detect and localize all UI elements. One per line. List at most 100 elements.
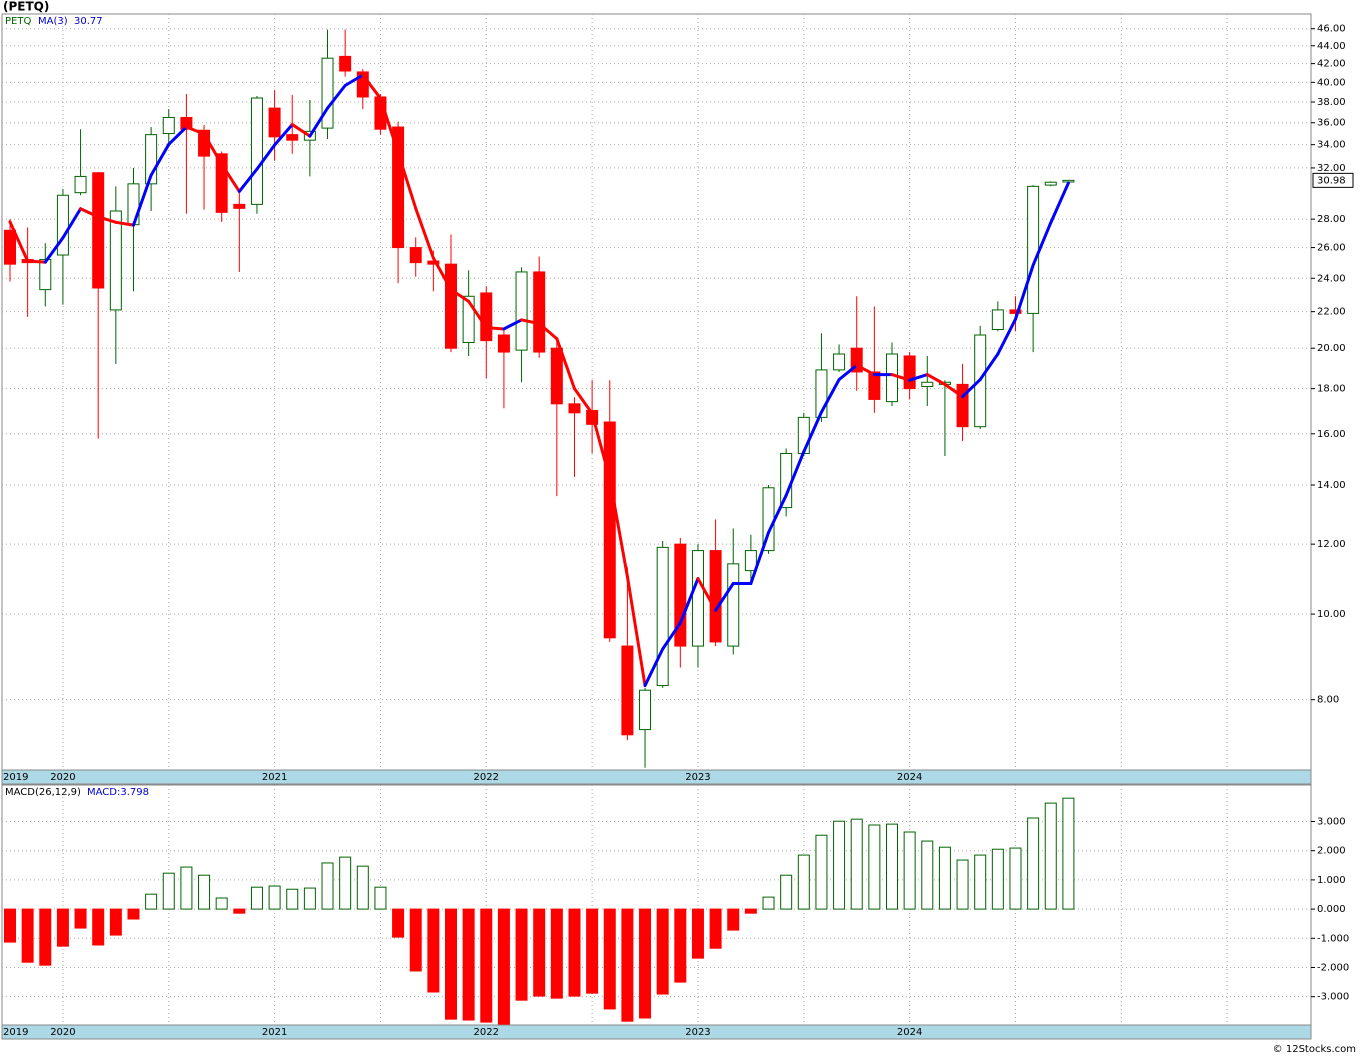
y-tick-label: 1.000	[1317, 875, 1346, 886]
ma-segment	[131, 173, 153, 227]
candle-body	[921, 381, 934, 387]
candle-body	[780, 452, 793, 509]
y-tick-label: 20.00	[1317, 343, 1346, 354]
macd-bar	[109, 908, 122, 936]
ma-segment	[167, 125, 188, 146]
candle-body	[621, 645, 634, 736]
y-tick-label: 14.00	[1317, 480, 1346, 491]
macd-bar	[198, 874, 211, 910]
ma-segment	[96, 215, 118, 224]
macd-bar	[497, 908, 510, 1025]
macd-bar	[921, 840, 934, 910]
macd-bar	[762, 896, 775, 910]
macd-bar	[162, 872, 175, 910]
y-tick-label: 8.00	[1317, 695, 1339, 706]
last-value-box	[1312, 172, 1354, 188]
ma-segment	[714, 582, 735, 612]
macd-bar	[445, 908, 457, 1020]
y-tick-label: 34.00	[1317, 140, 1346, 151]
candle-body	[691, 550, 704, 647]
ma-segment	[696, 577, 718, 612]
ma-segment	[855, 363, 876, 377]
y-tick-label: 40.00	[1317, 77, 1346, 88]
y-tick-label: 44.00	[1317, 41, 1346, 52]
candle-body	[109, 210, 122, 311]
x-tick-label: 2024	[897, 772, 922, 783]
x-tick-label: 2022	[474, 772, 499, 783]
candle-body	[533, 271, 546, 353]
macd-bar	[127, 908, 140, 920]
legend-ma-value: 30.77	[74, 16, 103, 27]
candle-body	[709, 550, 722, 643]
ma-segment	[996, 317, 1017, 356]
candle-body	[497, 334, 510, 353]
macd-bar	[656, 908, 669, 995]
candle-body	[339, 55, 352, 72]
macd-bar	[480, 908, 493, 1023]
candle-body	[392, 126, 405, 249]
x-tick-label: 2022	[474, 1027, 499, 1038]
ma-segment	[767, 493, 788, 535]
macd-bar	[550, 908, 563, 999]
macd-bar	[409, 908, 422, 972]
ma-segment	[555, 337, 576, 391]
candle-body	[815, 369, 828, 418]
ma-segment	[837, 363, 859, 382]
ma-segment	[502, 318, 524, 331]
ma-segment	[819, 378, 841, 414]
macd-bar	[991, 848, 1004, 910]
ma-segment	[220, 162, 241, 193]
macd-bar	[250, 886, 263, 910]
candle-body	[445, 263, 457, 349]
y-tick-label: 38.00	[1317, 97, 1346, 108]
ma-segment	[361, 73, 382, 100]
macd-bar	[815, 834, 828, 910]
candle-body	[568, 403, 581, 414]
y-tick-label: 16.00	[1317, 429, 1346, 440]
macd-bar	[374, 886, 387, 910]
candle-body	[991, 309, 1004, 330]
ma-segment	[255, 143, 277, 171]
candle-body	[603, 421, 616, 639]
candle-body	[4, 229, 16, 265]
ma-segment	[237, 167, 259, 193]
ma-segment	[943, 382, 965, 399]
macd-bar	[833, 820, 846, 910]
macd-bar	[744, 908, 757, 914]
macd-bar	[586, 908, 599, 994]
ma-segment	[149, 142, 171, 177]
macd-bar	[797, 854, 810, 910]
macd-bar	[886, 823, 898, 910]
chart-title: (PETQ)	[3, 0, 49, 14]
ma-segment	[961, 378, 982, 399]
candle-body	[639, 689, 652, 731]
ma-segment	[749, 531, 771, 586]
x-tick-label: 2021	[262, 1027, 287, 1038]
ma-segment	[308, 106, 330, 138]
legend-ma: MA(3)	[38, 16, 68, 27]
ma-segment	[184, 125, 206, 136]
macd-bar	[956, 859, 969, 910]
candle-body	[321, 57, 334, 129]
ma-segment	[978, 352, 1000, 382]
y-tick-label: 28.00	[1317, 214, 1346, 225]
ma-segment	[643, 647, 665, 688]
macd-bar	[621, 908, 634, 1022]
legend-macd: MACD(26,12,9)	[5, 787, 81, 798]
y-tick-label: 26.00	[1317, 243, 1346, 254]
y-tick-label: 42.00	[1317, 59, 1346, 70]
candle-body	[903, 355, 916, 390]
legend-ticker: PETQ	[5, 16, 31, 27]
macd-bar	[4, 908, 16, 943]
candle-body	[550, 347, 563, 405]
candle-body	[956, 383, 969, 428]
macd-bar	[392, 908, 405, 938]
macd-bar	[533, 908, 546, 997]
macd-bar	[462, 908, 475, 1021]
candle-body	[1044, 181, 1057, 186]
ma-segment	[8, 220, 30, 263]
ma-segment	[625, 574, 647, 688]
macd-bar	[56, 908, 69, 947]
y-tick-label: 22.00	[1317, 307, 1346, 318]
candle-body	[92, 172, 105, 289]
